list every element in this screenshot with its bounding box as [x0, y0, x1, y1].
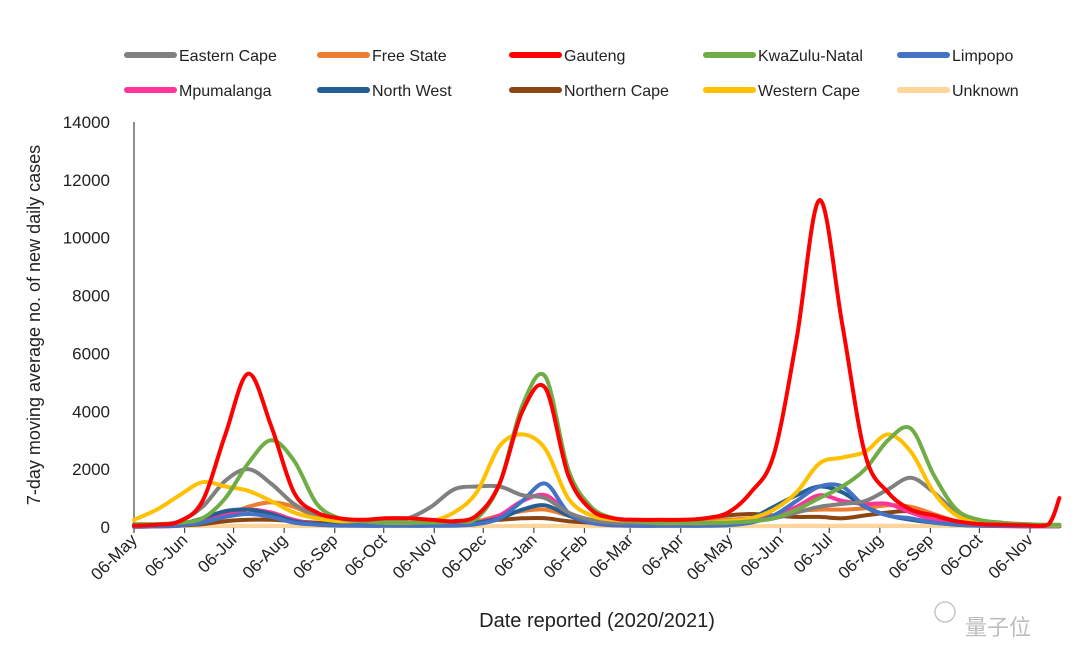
x-tick-label: 06-Mar — [585, 530, 637, 582]
legend-item: Mpumalanga — [127, 83, 272, 100]
legend-item: Unknown — [900, 83, 1019, 100]
x-tick-label: 06-Aug — [239, 530, 291, 582]
legend-label: Gauteng — [564, 48, 625, 65]
watermark-text: 量子位 — [965, 615, 1031, 640]
series-line-gauteng — [134, 200, 1059, 526]
x-tick-label: 06-Jan — [490, 530, 540, 580]
legend-label: Eastern Cape — [179, 48, 277, 65]
legend-item: Northern Cape — [512, 83, 669, 100]
x-tick-label: 06-Nov — [985, 530, 1038, 583]
x-tick-label: 06-Sep — [289, 530, 341, 582]
watermark-logo-icon — [935, 602, 955, 622]
y-tick-label: 14000 — [63, 113, 110, 132]
legend: Eastern Cape Free State Gauteng KwaZulu-Nat… — [127, 48, 1019, 100]
legend-item: Eastern Cape — [127, 48, 277, 65]
x-axis-label: Date reported (2020/2021) — [479, 610, 715, 632]
watermark: 量子位 — [935, 602, 1031, 640]
x-tick-label: 06-Aug — [834, 530, 886, 582]
legend-label: Unknown — [952, 83, 1019, 100]
legend-item: KwaZulu-Natal — [706, 48, 863, 65]
y-axis: 0 2000 4000 6000 8000 10000 12000 14000 — [63, 113, 134, 537]
series-lines — [134, 200, 1059, 527]
x-tick-label: 06-Feb — [540, 530, 592, 582]
y-axis-label: 7-day moving average no. of new daily ca… — [24, 145, 44, 505]
x-tick-label: 06-Jul — [790, 530, 836, 576]
y-tick-label: 6000 — [72, 344, 110, 363]
x-tick-label: 06-Dec — [438, 530, 491, 583]
legend-item: Limpopo — [900, 48, 1013, 65]
y-tick-label: 12000 — [63, 171, 110, 190]
legend-label: Northern Cape — [564, 83, 669, 100]
legend-label: Western Cape — [758, 83, 860, 100]
y-tick-label: 0 — [101, 518, 110, 537]
legend-label: North West — [372, 83, 452, 100]
y-tick-label: 2000 — [72, 460, 110, 479]
legend-item: Free State — [320, 48, 447, 65]
x-tick-label: 06-Jul — [194, 530, 240, 576]
x-tick-label: 06-Sep — [885, 530, 937, 582]
legend-label: Mpumalanga — [179, 83, 272, 100]
x-tick-label: 06-Apr — [638, 530, 688, 580]
legend-label: Free State — [372, 48, 447, 65]
legend-label: Limpopo — [952, 48, 1013, 65]
y-tick-label: 8000 — [72, 287, 110, 306]
legend-item: North West — [320, 83, 452, 100]
y-tick-label: 4000 — [72, 402, 110, 421]
x-tick-label: 06-Nov — [389, 530, 442, 583]
x-tick-label: 06-Jun — [141, 530, 191, 580]
x-tick-label: 06-May — [683, 530, 737, 584]
legend-item: Western Cape — [706, 83, 860, 100]
legend-label: KwaZulu-Natal — [758, 48, 863, 65]
x-tick-label: 06-Oct — [937, 530, 987, 580]
legend-item: Gauteng — [512, 48, 625, 65]
x-tick-label: 06-Oct — [341, 530, 391, 580]
x-tick-label: 06-May — [87, 530, 141, 584]
x-tick-label: 06-Jun — [737, 530, 787, 580]
y-tick-label: 10000 — [63, 229, 110, 248]
